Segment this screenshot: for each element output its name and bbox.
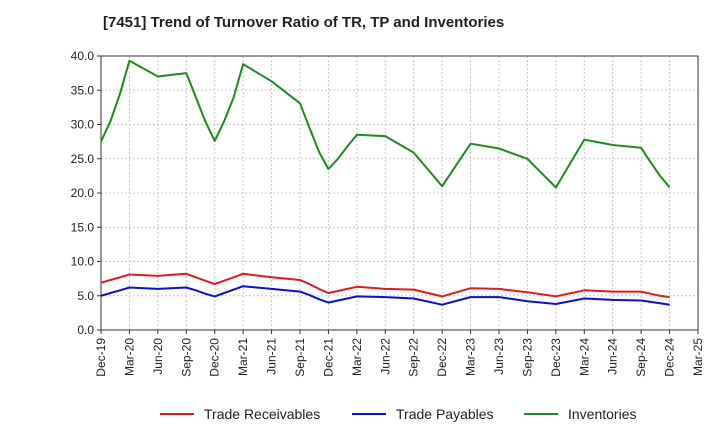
x-tick-label: Dec-21 xyxy=(321,338,335,377)
x-tick-label: Jun-21 xyxy=(265,338,279,375)
legend-label-inventories: Inventories xyxy=(568,406,636,422)
x-tick-label: Mar-25 xyxy=(691,338,705,376)
legend-label-trade-payables: Trade Payables xyxy=(396,406,494,422)
x-tick-label: Sep-24 xyxy=(634,338,648,377)
x-tick-label: Mar-21 xyxy=(236,338,250,376)
y-tick-label: 35.0 xyxy=(71,83,95,97)
x-tick-label: Dec-19 xyxy=(94,338,108,377)
y-tick-label: 0.0 xyxy=(77,323,94,337)
y-tick-label: 10.0 xyxy=(71,255,95,269)
y-tick-label: 15.0 xyxy=(71,220,95,234)
chart-title: [7451] Trend of Turnover Ratio of TR, TP… xyxy=(103,14,505,31)
x-tick-label: Sep-20 xyxy=(179,338,193,377)
axis-layer: 0.0 5.0 10.0 15.0 20.0 25.0 30.0 35.0 40.0 Dec-19… xyxy=(71,49,705,377)
x-tick-label: Mar-22 xyxy=(350,338,364,376)
x-tick-label: Jun-22 xyxy=(378,338,392,375)
x-tick-label: Mar-20 xyxy=(122,338,136,376)
x-tick-label: Sep-23 xyxy=(520,338,534,377)
series-line-trade-receivables xyxy=(100,272,670,299)
legend: Trade Receivables Trade Payables Inventori… xyxy=(160,406,636,422)
x-tick-label: Jun-24 xyxy=(606,338,620,375)
legend-label-trade-receivables: Trade Receivables xyxy=(204,406,320,422)
x-tick-label: Mar-24 xyxy=(577,338,591,376)
x-tick-label: Dec-24 xyxy=(663,338,677,377)
series-line-trade-payables xyxy=(100,285,670,306)
x-tick-label: Sep-22 xyxy=(407,338,421,377)
x-tick-label: Dec-22 xyxy=(435,338,449,377)
y-tick-label: 40.0 xyxy=(71,49,95,63)
x-tick-label: Dec-23 xyxy=(549,338,563,377)
x-tick-label: Sep-21 xyxy=(293,338,307,377)
y-tick-label: 20.0 xyxy=(71,186,95,200)
x-tick-label: Dec-20 xyxy=(208,338,222,377)
x-tick-label: Mar-23 xyxy=(464,338,478,376)
x-tick-label: Jun-20 xyxy=(151,338,165,375)
series-line-inventories xyxy=(100,59,671,189)
plot-frame xyxy=(100,55,699,331)
x-tick-label: Jun-23 xyxy=(492,338,506,375)
y-tick-label: 25.0 xyxy=(71,152,95,166)
y-tick-label: 5.0 xyxy=(77,289,94,303)
y-tick-label: 30.0 xyxy=(71,118,95,132)
series-layer xyxy=(100,59,671,306)
